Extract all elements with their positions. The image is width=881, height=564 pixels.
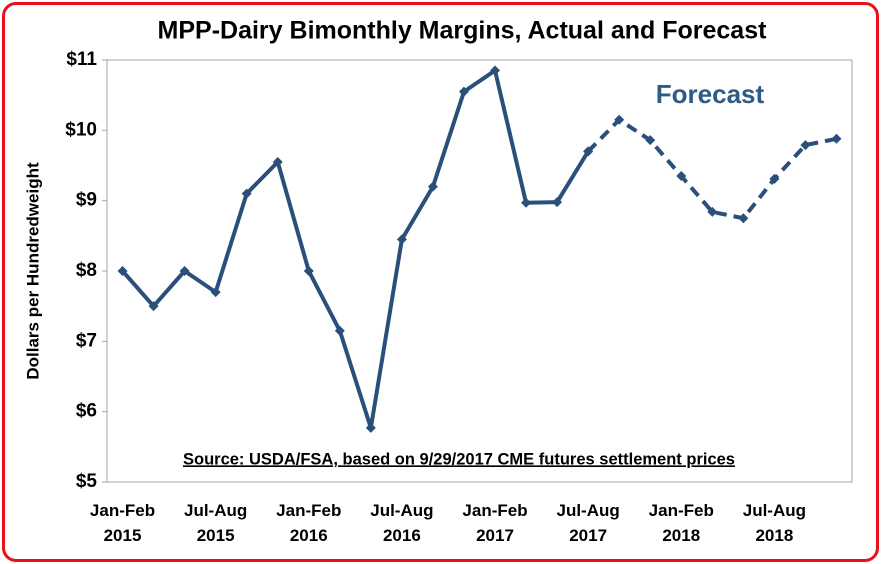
marker [303, 266, 314, 276]
y-tick-label: $6 [76, 401, 97, 422]
x-tick-label: Jan-Feb 2017 [462, 501, 528, 545]
marker [707, 206, 718, 217]
y-tick-label: $10 [65, 119, 97, 140]
marker [241, 188, 252, 199]
marker [831, 133, 842, 144]
marker [614, 114, 625, 125]
marker [676, 171, 687, 182]
marker [645, 135, 656, 146]
y-tick-label: $8 [76, 260, 97, 281]
plot-area [106, 59, 853, 483]
marker [117, 266, 128, 276]
y-axis-label: Dollars per Hundredweight [23, 162, 42, 380]
marker [769, 173, 780, 184]
y-tick-label: $9 [76, 190, 97, 211]
marker [272, 156, 283, 167]
marker [521, 197, 532, 208]
x-tick-label: Jul-Aug 2016 [370, 501, 434, 545]
y-tick-label: $5 [76, 471, 98, 492]
x-tick-label: Jul-Aug 2018 [742, 501, 807, 545]
marker [490, 65, 501, 76]
marker [334, 325, 345, 336]
x-tick-label: Jul-Aug 2017 [556, 501, 620, 545]
y-tick-label: $7 [76, 330, 97, 351]
series-label: Forecast [656, 79, 765, 109]
marker [396, 234, 407, 245]
marker [800, 140, 811, 151]
series-line [586, 117, 837, 221]
marker [365, 422, 376, 433]
marker [210, 287, 221, 298]
x-tick-label: Jan-Feb 2015 [89, 501, 156, 545]
marker [458, 86, 469, 97]
source-note: Source: USDA/FSA, based on 9/29/2017 CME… [183, 450, 735, 468]
marker [552, 197, 563, 208]
x-tick-label: Jul-Aug 2015 [184, 501, 248, 545]
marker [427, 181, 438, 192]
x-tick-label: Jan-Feb 2016 [276, 501, 342, 545]
marker [738, 213, 749, 224]
x-tick-label: Jan-Feb 2018 [648, 501, 714, 545]
marker [179, 266, 190, 276]
chart-title: MPP-Dairy Bimonthly Margins, Actual and … [158, 17, 768, 45]
y-tick-label: $11 [66, 49, 97, 70]
series-line [121, 68, 590, 430]
marker [148, 301, 159, 312]
marker [583, 146, 594, 157]
